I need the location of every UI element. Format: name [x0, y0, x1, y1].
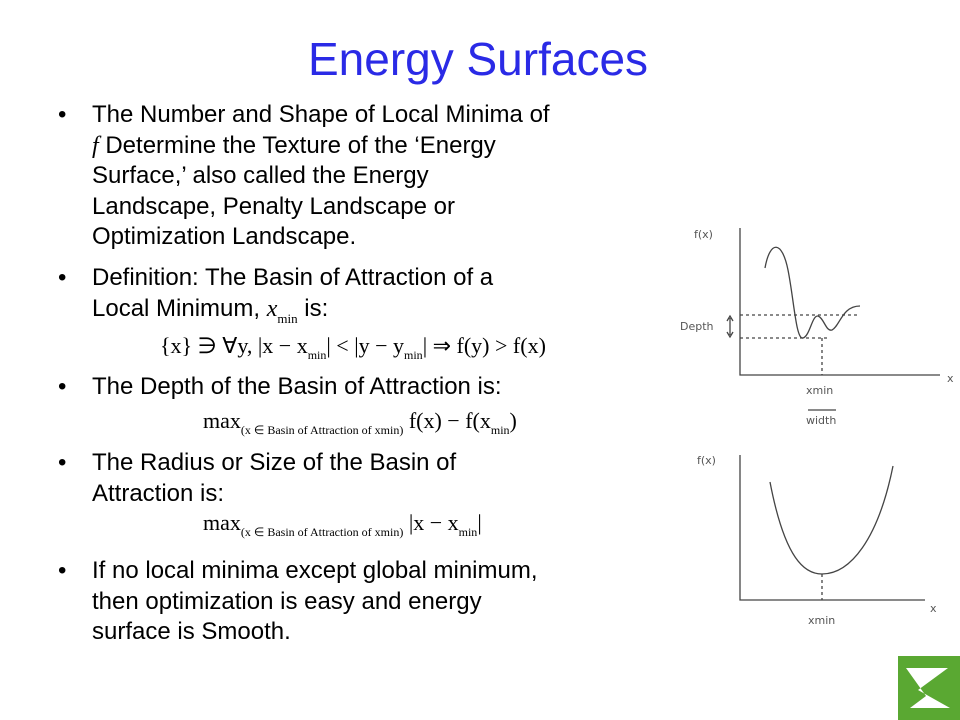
text-run: If no local minima except global minimum…	[92, 557, 538, 584]
logo	[898, 656, 960, 720]
equation-part: | < |y − y	[326, 333, 405, 358]
bullet-line: Attraction is:	[92, 479, 224, 509]
bullet-line: Optimization Landscape.	[92, 222, 356, 252]
text-run: then optimization is easy and energy	[92, 587, 482, 615]
x-min-label: xmin	[808, 614, 835, 627]
bullet-line: f Determine the Texture of the ‘Energy	[92, 131, 496, 161]
bullet-line: then optimization is easy and energy	[92, 587, 482, 617]
equation-part: max	[203, 510, 241, 535]
slide-title: Energy Surfaces	[307, 33, 649, 85]
equation-part: f(x) − f(x	[403, 408, 491, 433]
bullet-line: The Number and Shape of Local Minima of	[92, 100, 550, 130]
x-min-label: xmin	[806, 384, 833, 397]
equation-part: |x − x	[403, 510, 459, 535]
text-run: Surface,’ also called the Energy	[92, 162, 429, 189]
bullet-line: surface is Smooth.	[92, 617, 291, 647]
bullet-line: The Depth of the Basin of Attraction is:	[92, 372, 502, 402]
text-run: Optimization Landscape.	[92, 223, 357, 250]
text-run: f	[92, 132, 99, 159]
bullet-dot: •	[58, 449, 67, 476]
bullet-line: Landscape, Penalty Landscape or	[92, 192, 455, 222]
guide	[740, 314, 860, 375]
text-run: surface is Smooth.	[92, 618, 291, 645]
text-run: Attraction is:	[92, 479, 225, 507]
axis-label: x	[947, 372, 954, 385]
equation-part: | ⇒ f(y) > f(x)	[422, 333, 546, 358]
width-label: width	[806, 414, 836, 427]
text-run: The Number and Shape of Local Minima of	[92, 101, 550, 128]
text-run: The Depth of the Basin of Attraction is:	[92, 373, 502, 400]
axis-label: f(x)	[697, 454, 716, 467]
axis	[739, 455, 925, 601]
curve	[769, 465, 894, 575]
bullet-line: Definition: The Basin of Attraction of a	[92, 263, 493, 293]
equation-part: max	[203, 408, 241, 433]
equation-part: )	[509, 408, 517, 433]
text-run: is:	[304, 294, 329, 322]
depth-arrow	[726, 314, 734, 339]
axis-label: x	[930, 602, 937, 615]
bullet-line: Surface,’ also called the Energy	[92, 161, 429, 191]
text-run: min	[277, 310, 298, 326]
axis	[739, 228, 940, 376]
text-run: x	[266, 295, 278, 322]
equation: max(x ∈ Basin of Attraction of xmin) f(x…	[203, 408, 517, 438]
equation-part: {x} ∋ ∀y, |x − x	[160, 333, 308, 358]
bullet-dot: •	[58, 264, 67, 291]
depth-label: Depth	[680, 320, 714, 333]
equation: {x} ∋ ∀y, |x − xmin| < |y − ymin| ⇒ f(y)…	[160, 333, 546, 363]
equation-part: (x ∈ Basin of Attraction of xmin)	[240, 525, 404, 539]
curve	[764, 246, 861, 339]
equation-part: min	[458, 525, 478, 539]
text-run: Definition: The Basin of Attraction of a	[92, 264, 494, 291]
equation-part: min	[307, 348, 327, 362]
bullet-line: Local Minimum, xmin is:	[92, 294, 328, 334]
equation-part: min	[490, 423, 510, 437]
text-run: Local Minimum,	[92, 294, 261, 322]
axis-label: f(x)	[694, 228, 713, 241]
bullet-dot: •	[58, 373, 67, 400]
bullet-line: The Radius or Size of the Basin of	[92, 448, 456, 478]
equation: max(x ∈ Basin of Attraction of xmin) |x …	[203, 510, 482, 540]
equation-part: min	[404, 348, 423, 362]
bullet-line: If no local minima except global minimum…	[92, 556, 538, 586]
equation-part: |	[477, 510, 482, 535]
equation-part: (x ∈ Basin of Attraction of xmin)	[240, 423, 404, 437]
text-run: Landscape, Penalty Landscape or	[92, 192, 455, 220]
bullet-dot: •	[58, 557, 67, 584]
bullet-dot: •	[58, 101, 67, 128]
text-run: Determine the Texture of the ‘Energy	[105, 131, 496, 159]
text-run: The Radius or Size of the Basin of	[92, 449, 457, 476]
